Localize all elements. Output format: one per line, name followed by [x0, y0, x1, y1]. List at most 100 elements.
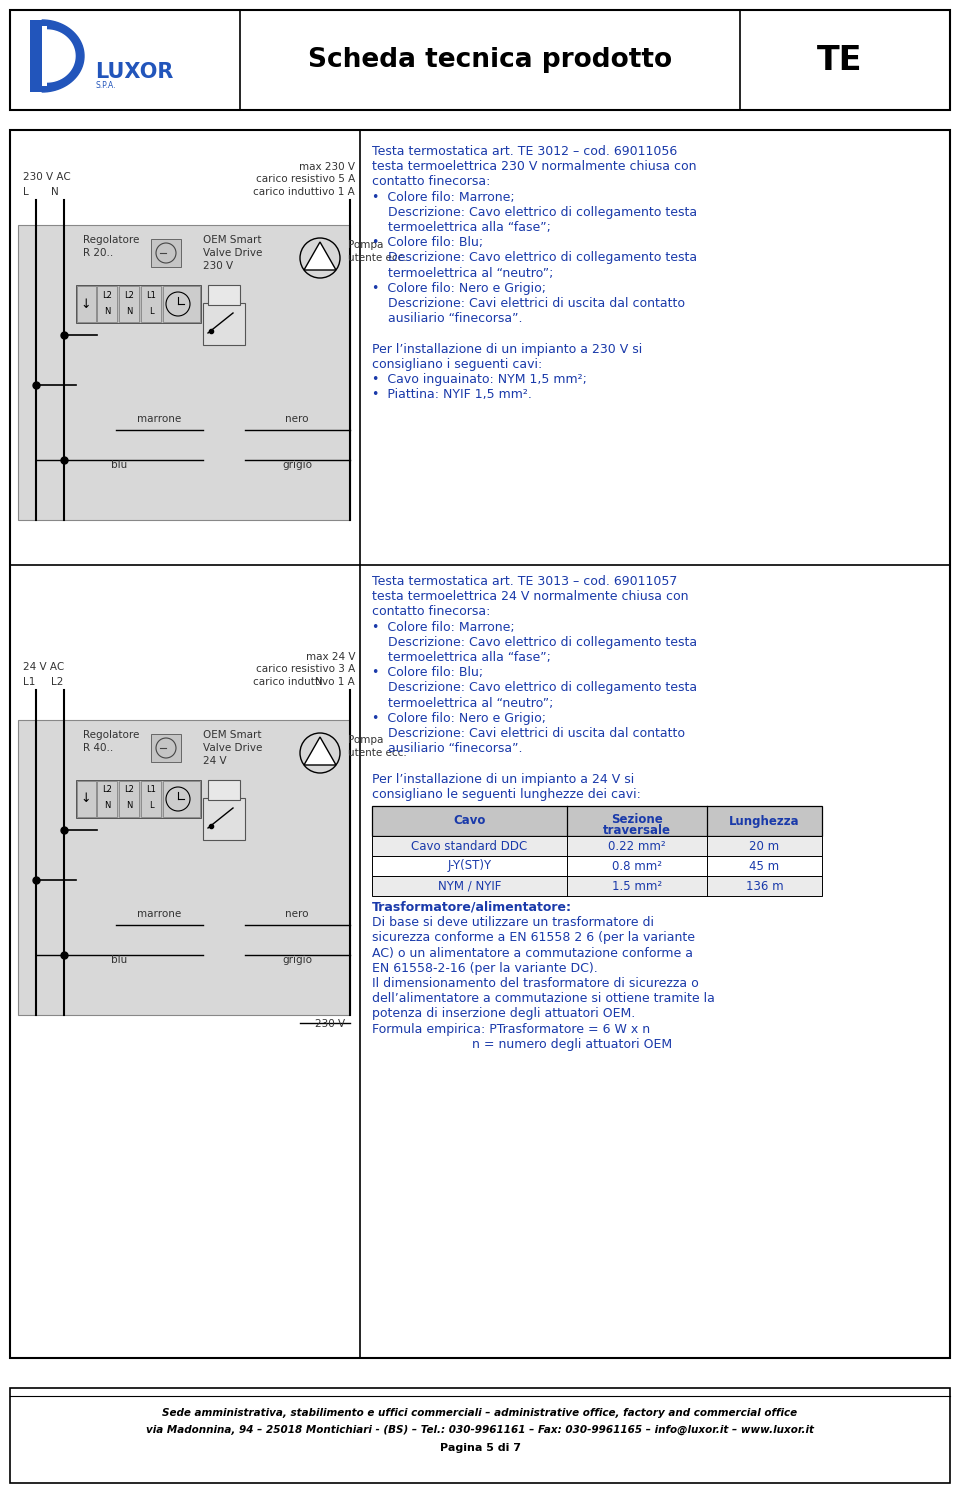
Text: dell’alimentatore a commutazione si ottiene tramite la: dell’alimentatore a commutazione si otti…	[372, 992, 715, 1006]
Bar	[208, 285, 240, 305]
Text: Di base si deve utilizzare un trasformatore di: Di base si deve utilizzare un trasformat…	[372, 916, 654, 930]
Text: L2: L2	[102, 785, 112, 794]
Text: N: N	[315, 676, 323, 687]
Text: Valve Drive: Valve Drive	[203, 744, 262, 752]
Text: L: L	[23, 188, 29, 197]
Text: max 24 V: max 24 V	[305, 653, 355, 662]
Polygon shape	[47, 30, 75, 82]
Text: grigio: grigio	[282, 955, 312, 966]
Text: NYM / NYIF: NYM / NYIF	[438, 879, 501, 893]
Text: nero: nero	[285, 414, 309, 425]
Text: Testa termostatica art. TE 3013 – cod. 69011057: Testa termostatica art. TE 3013 – cod. 6…	[372, 575, 678, 589]
Text: •  Piattina: NYIF 1,5 mm².: • Piattina: NYIF 1,5 mm².	[372, 389, 532, 401]
Text: traversale: traversale	[603, 824, 671, 837]
Text: utente ecc.: utente ecc.	[348, 748, 407, 758]
Text: via Madonnina, 94 – 25018 Montichiari - (BS) – Tel.: 030-9961161 – Fax: 030-9961: via Madonnina, 94 – 25018 Montichiari - …	[146, 1424, 814, 1435]
Text: OEM Smart: OEM Smart	[203, 730, 261, 741]
Text: blu: blu	[110, 955, 127, 966]
Text: ↓: ↓	[81, 298, 91, 310]
Text: L2: L2	[124, 785, 134, 794]
Text: •  Colore filo: Blu;: • Colore filo: Blu;	[372, 237, 483, 249]
Text: Scheda tecnica prodotto: Scheda tecnica prodotto	[308, 48, 672, 73]
Text: contatto finecorsa:: contatto finecorsa:	[372, 176, 491, 188]
Bar	[76, 285, 201, 323]
Text: N: N	[104, 802, 110, 811]
Bar	[10, 10, 950, 110]
Bar	[372, 836, 822, 855]
Text: L2: L2	[51, 676, 63, 687]
Text: blu: blu	[110, 460, 127, 469]
Text: Descrizione: Cavo elettrico di collegamento testa: Descrizione: Cavo elettrico di collegame…	[372, 252, 697, 264]
Text: Sezione: Sezione	[612, 814, 662, 825]
Text: utente ecc.: utente ecc.	[348, 253, 407, 264]
Bar	[141, 286, 161, 322]
Text: 136 m: 136 m	[746, 879, 783, 893]
Bar	[141, 781, 161, 817]
Text: •  Colore filo: Nero e Grigio;: • Colore filo: Nero e Grigio;	[372, 712, 546, 724]
Bar	[30, 19, 42, 92]
Text: carico induttivo 1 A: carico induttivo 1 A	[253, 188, 355, 197]
Bar	[203, 799, 245, 840]
Text: termoelettrica alla “fase”;: termoelettrica alla “fase”;	[372, 651, 551, 665]
Text: R 20..: R 20..	[83, 247, 113, 258]
Text: Regolatore: Regolatore	[83, 730, 139, 741]
Text: Sede amministrativa, stabilimento e uffici commerciali – administrative office, : Sede amministrativa, stabilimento e uffi…	[162, 1408, 798, 1418]
Text: carico induttivo 1 A: carico induttivo 1 A	[253, 676, 355, 687]
Text: L2: L2	[102, 291, 112, 299]
Text: Cavo: Cavo	[453, 815, 486, 827]
Text: ausiliario “finecorsa”.: ausiliario “finecorsa”.	[372, 313, 522, 325]
Bar	[97, 781, 117, 817]
Text: 24 V: 24 V	[203, 755, 227, 766]
Text: Descrizione: Cavi elettrici di uscita dal contatto: Descrizione: Cavi elettrici di uscita da…	[372, 727, 685, 741]
Bar	[10, 130, 950, 1357]
Bar	[372, 855, 822, 876]
Text: 45 m: 45 m	[750, 860, 780, 873]
Text: termoelettrica al “neutro”;: termoelettrica al “neutro”;	[372, 697, 553, 709]
Text: grigio: grigio	[282, 460, 312, 469]
Bar	[77, 781, 96, 817]
Text: Trasformatore/alimentatore:: Trasformatore/alimentatore:	[372, 901, 572, 913]
Text: carico resistivo 5 A: carico resistivo 5 A	[255, 174, 355, 183]
Bar	[208, 779, 240, 800]
Text: Lunghezza: Lunghezza	[730, 815, 800, 827]
Text: N: N	[104, 307, 110, 316]
Text: 1.5 mm²: 1.5 mm²	[612, 879, 662, 893]
Text: L1: L1	[146, 785, 156, 794]
Text: S.P.A.: S.P.A.	[95, 80, 115, 89]
Text: OEM Smart: OEM Smart	[203, 235, 261, 244]
Text: Pagina 5 di 7: Pagina 5 di 7	[440, 1442, 520, 1453]
Bar	[151, 735, 181, 761]
Text: Valve Drive: Valve Drive	[203, 247, 262, 258]
Text: Testa termostatica art. TE 3012 – cod. 69011056: Testa termostatica art. TE 3012 – cod. 6…	[372, 145, 677, 158]
Text: Per l’installazione di un impianto a 230 V si: Per l’installazione di un impianto a 230…	[372, 343, 642, 356]
Text: carico resistivo 3 A: carico resistivo 3 A	[255, 665, 355, 673]
Text: marrone: marrone	[137, 414, 181, 425]
Text: termoelettrica al “neutro”;: termoelettrica al “neutro”;	[372, 267, 553, 280]
Text: Il dimensionamento del trasformatore di sicurezza o: Il dimensionamento del trasformatore di …	[372, 977, 699, 989]
Polygon shape	[304, 738, 336, 764]
Text: 20 m: 20 m	[750, 839, 780, 852]
Text: max 230 V: max 230 V	[299, 162, 355, 171]
Text: Pompa: Pompa	[348, 240, 383, 250]
Text: 230 V: 230 V	[203, 261, 233, 271]
Text: 24 V AC: 24 V AC	[23, 662, 64, 672]
Text: N: N	[126, 307, 132, 316]
Text: Pompa: Pompa	[348, 735, 383, 745]
Text: Formula empirica: PTrasformatore = 6 W x n: Formula empirica: PTrasformatore = 6 W x…	[372, 1022, 650, 1036]
Bar	[18, 225, 350, 520]
Bar	[42, 25, 47, 86]
Text: AC) o un alimentatore a commutazione conforme a: AC) o un alimentatore a commutazione con…	[372, 946, 693, 960]
Text: Regolatore: Regolatore	[83, 235, 139, 244]
Bar	[372, 876, 822, 895]
Polygon shape	[42, 19, 84, 92]
Bar	[119, 781, 139, 817]
Text: L: L	[149, 307, 154, 316]
Bar	[77, 286, 96, 322]
Text: sicurezza conforme a EN 61558 2 6 (per la variante: sicurezza conforme a EN 61558 2 6 (per l…	[372, 931, 695, 945]
Polygon shape	[304, 241, 336, 270]
Text: 0.8 mm²: 0.8 mm²	[612, 860, 662, 873]
Bar	[97, 286, 117, 322]
Text: potenza di inserzione degli attuatori OEM.: potenza di inserzione degli attuatori OE…	[372, 1007, 636, 1021]
Text: Cavo standard DDC: Cavo standard DDC	[412, 839, 528, 852]
Text: 0.22 mm²: 0.22 mm²	[609, 839, 666, 852]
